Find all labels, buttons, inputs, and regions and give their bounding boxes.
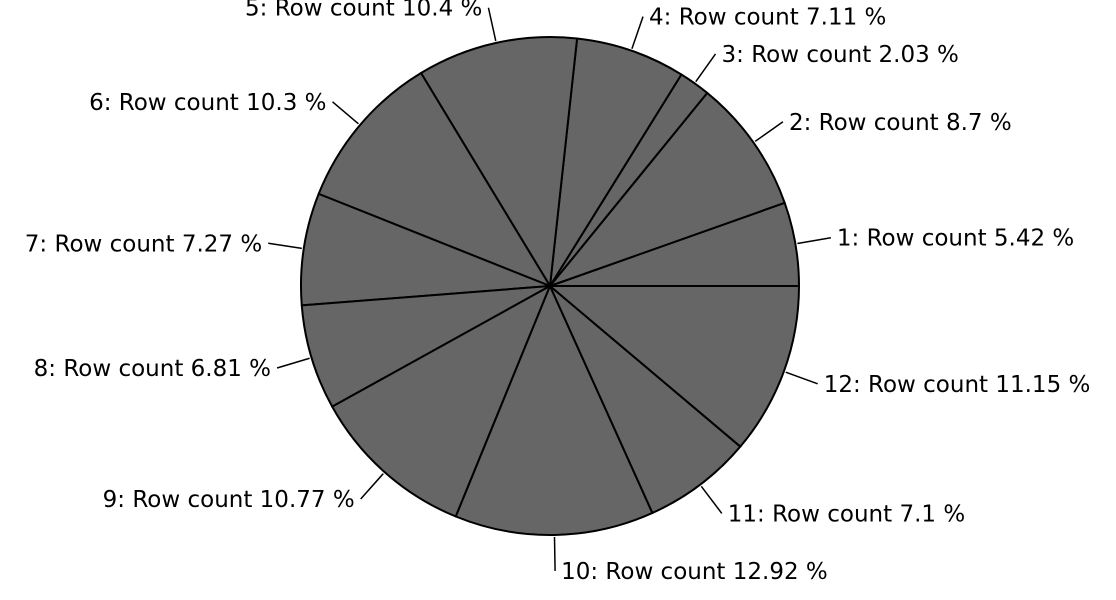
leader-line-7 <box>268 242 302 250</box>
slice-label-3: 3: Row count 2.03 % <box>722 42 959 68</box>
leader-line-2 <box>754 121 784 143</box>
leader-line-10 <box>553 536 556 571</box>
pie-slice-7 <box>300 192 551 307</box>
slice-label-12: 12: Row count 11.15 % <box>824 372 1091 398</box>
pie-slice-10 <box>454 285 654 536</box>
pie-slice-11 <box>549 285 742 514</box>
leader-line-1 <box>797 236 832 245</box>
pie-slice-2 <box>549 91 786 287</box>
leader-line-11 <box>700 485 723 514</box>
slice-label-7: 7: Row count 7.27 % <box>25 231 262 257</box>
slice-label-11: 11: Row count 7.1 % <box>728 501 965 527</box>
leader-line-5 <box>487 7 497 42</box>
leader-line-6 <box>332 101 359 125</box>
slice-label-6: 6: Row count 10.3 % <box>89 90 326 116</box>
slice-label-5: 5: Row count 10.4 % <box>245 0 482 22</box>
leader-lines <box>268 7 832 571</box>
leader-line-9 <box>360 473 384 500</box>
slice-label-1: 1: Row count 5.42 % <box>837 226 1074 252</box>
leader-line-12 <box>785 371 818 385</box>
pie-slices <box>300 36 800 536</box>
leader-line-4 <box>631 16 644 49</box>
pie-slice-5 <box>420 36 579 287</box>
pie-slice-4 <box>549 37 683 287</box>
pie-slice-6 <box>317 72 551 287</box>
slice-label-10: 10: Row count 12.92 % <box>561 559 828 585</box>
pie-slice-9 <box>331 285 551 518</box>
pie-slice-8 <box>300 285 551 408</box>
slice-label-4: 4: Row count 7.11 % <box>649 5 886 31</box>
pie-slice-12 <box>549 285 800 448</box>
slice-label-2: 2: Row count 8.7 % <box>789 110 1012 136</box>
slice-label-8: 8: Row count 6.81 % <box>34 356 271 382</box>
slice-labels: 1: Row count 5.42 % 2: Row count 8.7 % 3: … <box>25 0 1091 585</box>
leader-line-3 <box>695 53 717 83</box>
leader-line-8 <box>276 357 310 369</box>
slice-label-9: 9: Row count 10.77 % <box>103 487 355 513</box>
